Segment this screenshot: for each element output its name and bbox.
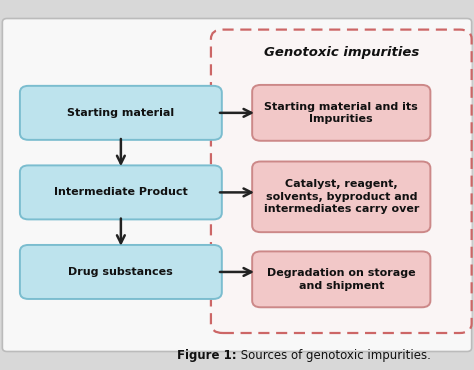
- Text: Genotoxic impurities: Genotoxic impurities: [264, 46, 419, 60]
- FancyBboxPatch shape: [252, 85, 430, 141]
- FancyBboxPatch shape: [20, 86, 222, 140]
- FancyBboxPatch shape: [252, 161, 430, 232]
- FancyBboxPatch shape: [211, 30, 472, 333]
- FancyBboxPatch shape: [2, 18, 472, 351]
- Text: Drug substances: Drug substances: [69, 267, 173, 277]
- Text: Starting material and its
Impurities: Starting material and its Impurities: [264, 102, 418, 124]
- FancyBboxPatch shape: [20, 165, 222, 219]
- FancyBboxPatch shape: [252, 252, 430, 307]
- Text: Intermediate Product: Intermediate Product: [54, 187, 188, 198]
- FancyBboxPatch shape: [20, 245, 222, 299]
- Text: Starting material: Starting material: [67, 108, 174, 118]
- Text: Figure 1:: Figure 1:: [177, 349, 237, 363]
- Text: Sources of genotoxic impurities.: Sources of genotoxic impurities.: [237, 349, 431, 363]
- Text: Catalyst, reagent,
solvents, byproduct and
intermediates carry over: Catalyst, reagent, solvents, byproduct a…: [264, 179, 419, 214]
- Text: Degradation on storage
and shipment: Degradation on storage and shipment: [267, 268, 416, 290]
